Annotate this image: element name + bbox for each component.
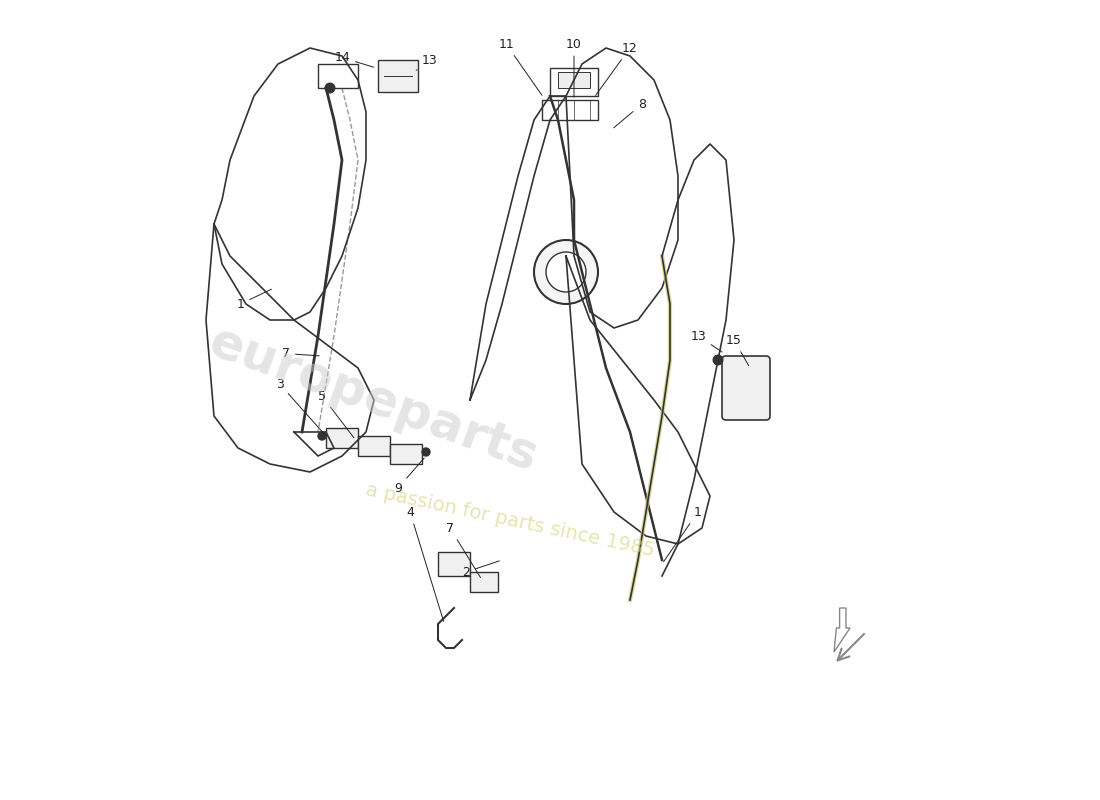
Text: 1: 1	[663, 506, 702, 562]
Bar	[378, 60, 418, 92]
Text: 8: 8	[614, 98, 646, 128]
Circle shape	[318, 432, 326, 440]
Text: 15: 15	[726, 334, 749, 366]
Bar	[542, 100, 598, 120]
Text: 14: 14	[334, 51, 374, 67]
Text: 13: 13	[416, 54, 438, 70]
Text: 13: 13	[691, 330, 722, 352]
Circle shape	[534, 240, 598, 304]
Circle shape	[546, 252, 586, 292]
Bar	[390, 444, 422, 464]
Bar	[558, 72, 590, 88]
Text: 5: 5	[318, 390, 354, 438]
Circle shape	[422, 448, 430, 456]
Text: 2: 2	[462, 561, 499, 578]
Bar	[470, 572, 498, 592]
Text: 4: 4	[406, 506, 443, 622]
Text: 9: 9	[394, 458, 425, 494]
Text: 12: 12	[595, 42, 638, 95]
Circle shape	[713, 355, 723, 365]
Text: 11: 11	[498, 38, 542, 95]
Polygon shape	[834, 608, 850, 652]
Text: a passion for parts since 1985: a passion for parts since 1985	[364, 480, 657, 560]
Bar	[326, 428, 358, 448]
FancyBboxPatch shape	[722, 356, 770, 420]
Text: 3: 3	[276, 378, 324, 434]
Bar	[318, 64, 358, 88]
Bar	[438, 552, 470, 576]
Circle shape	[326, 83, 334, 93]
Text: 10: 10	[566, 38, 582, 98]
Text: 7: 7	[446, 522, 481, 578]
Text: 7: 7	[282, 347, 319, 360]
Text: europeparts: europeparts	[204, 318, 544, 482]
Text: 1: 1	[236, 289, 272, 310]
Bar	[550, 68, 598, 96]
Bar	[358, 436, 390, 456]
